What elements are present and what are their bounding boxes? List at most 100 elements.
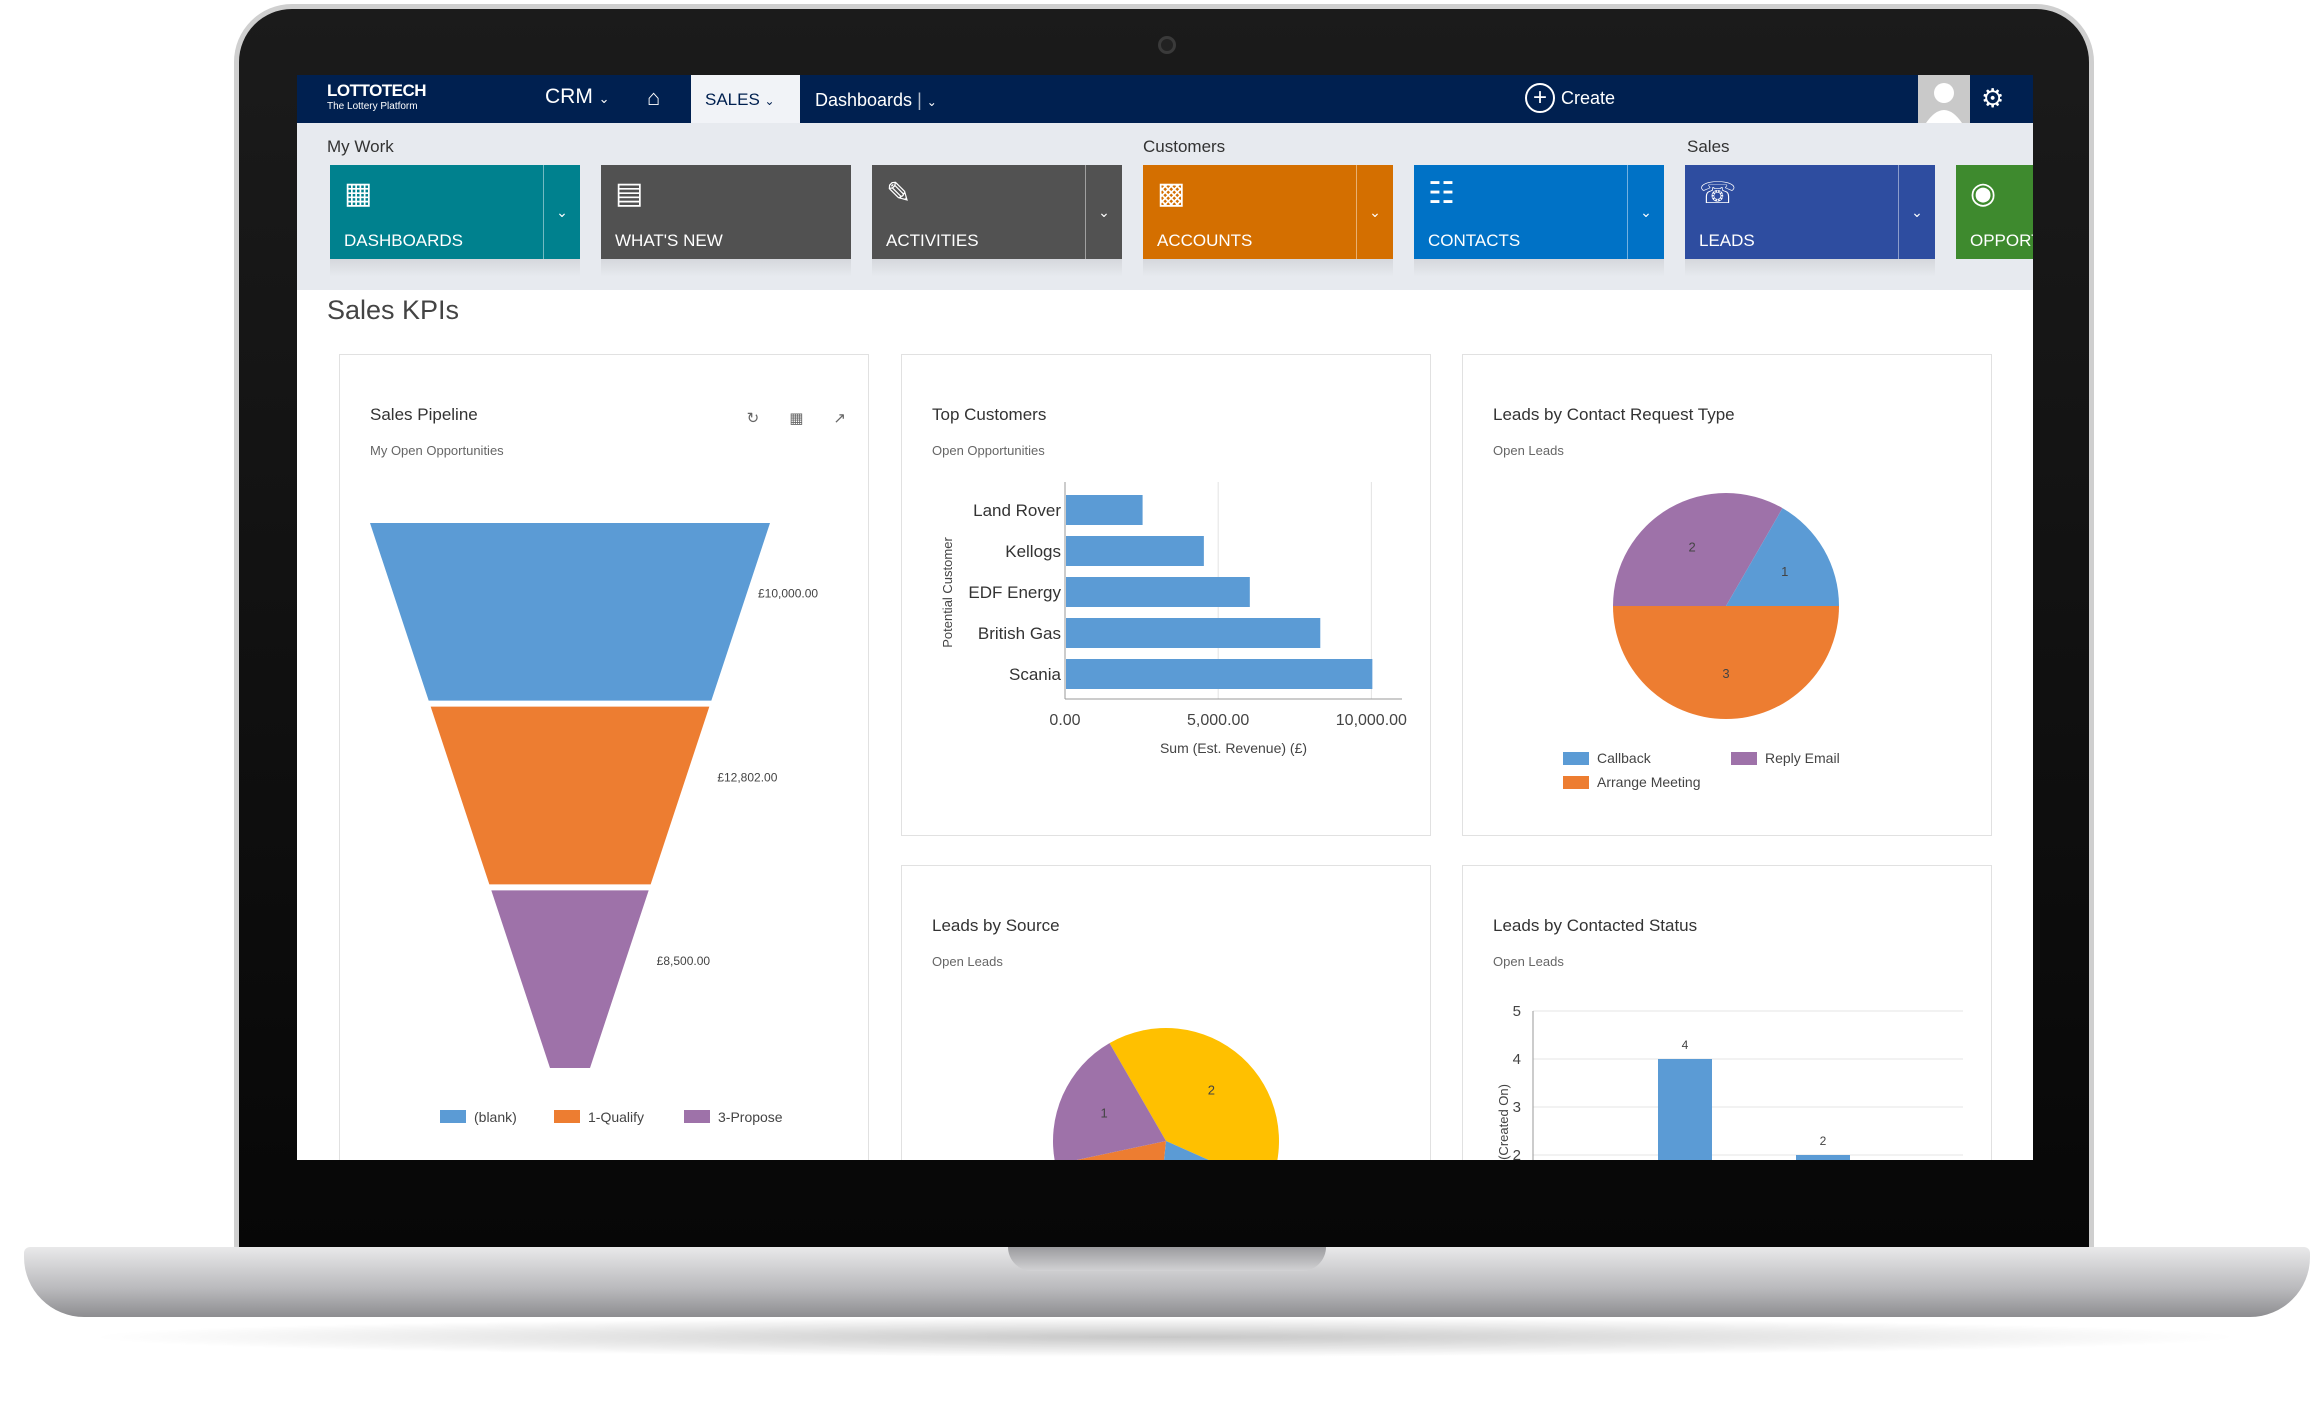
y-tick-label: Kellogs (1005, 542, 1061, 561)
gear-icon[interactable]: ⚙ (1981, 83, 2005, 113)
tile-label: ACTIVITIES (886, 231, 979, 250)
group-label-my-work: My Work (327, 137, 394, 156)
tile-label: DASHBOARDS (344, 231, 464, 250)
clipboard-icon: ✎ (886, 177, 912, 210)
home-icon[interactable]: ⌂ (647, 85, 661, 110)
legend-swatch (1563, 776, 1589, 789)
tile-shadow (1685, 259, 1935, 277)
y-tick-label: British Gas (978, 624, 1061, 643)
funnel-value-label: £10,000.00 (758, 587, 818, 601)
legend-swatch (1731, 752, 1757, 765)
tile-opportunities[interactable]: ◉ OPPORT (1956, 165, 2033, 259)
legend-swatch (554, 1110, 580, 1123)
bar (1658, 1059, 1712, 1160)
card-subtitle: Open Opportunities (932, 443, 1045, 458)
bar (1066, 577, 1250, 607)
chat-icon: ▤ (615, 177, 644, 210)
contact-card-icon: ☷ (1428, 177, 1455, 210)
y-tick-label: EDF Energy (968, 583, 1061, 602)
y-tick-label: Land Rover (973, 501, 1061, 520)
legend-label: 3-Propose (718, 1109, 783, 1125)
legend-label: 1-Qualify (588, 1109, 644, 1125)
folder-icon: ▩ (1157, 177, 1186, 210)
chevron-down-icon[interactable]: ⌄ (1898, 165, 1935, 259)
tile-label: WHAT'S NEW (615, 231, 723, 250)
legend-swatch (440, 1110, 466, 1123)
bar (1066, 618, 1321, 648)
tile-label: LEADS (1699, 231, 1755, 250)
logo-main: LOTTOTECH (327, 81, 427, 100)
laptop-shadow (80, 1317, 2250, 1357)
tile-shadow (1143, 259, 1393, 277)
card-leads-source: Leads by Source Open Leads 2111 (901, 865, 1431, 1160)
pie-slice (1613, 492, 1783, 606)
card-title: Leads by Source (932, 916, 1060, 935)
x-tick-label: 0.00 (1049, 712, 1080, 729)
y-tick-label: Scania (1009, 665, 1062, 684)
y-axis-title: Potential Customer (940, 537, 955, 648)
tile-dashboards[interactable]: ▦ DASHBOARDS ⌄ (330, 165, 580, 259)
pie-slice (1053, 1043, 1166, 1160)
crm-label: CRM (545, 85, 593, 108)
card-title: Leads by Contact Request Type (1493, 405, 1735, 424)
tile-accounts[interactable]: ▩ ACCOUNTS ⌄ (1143, 165, 1393, 259)
funnel-segment (370, 523, 770, 701)
group-label-customers: Customers (1143, 137, 1226, 156)
legend-label: Arrange Meeting (1597, 774, 1701, 790)
bar-data-label: 2 (1820, 1134, 1827, 1148)
tile-label: ACCOUNTS (1157, 231, 1253, 250)
pie-slice (1726, 508, 1839, 606)
dashboards-menu[interactable]: Dashboards | ⌄ (815, 90, 937, 111)
logo[interactable]: LOTTOTECH The Lottery Platform (327, 81, 447, 119)
laptop-notch (1008, 1247, 1326, 1271)
chevron-down-icon[interactable]: ⌄ (1085, 165, 1122, 259)
bar-data-label: 4 (1682, 1038, 1689, 1052)
tile-activities[interactable]: ✎ ACTIVITIES ⌄ (872, 165, 1122, 259)
expand-icon[interactable]: ↗ (833, 410, 846, 427)
funnel-value-label: £12,802.00 (717, 770, 777, 784)
create-label: Create (1561, 87, 1616, 108)
chevron-down-icon: ⌄ (598, 91, 610, 106)
contact-type-pie-chart: 2 1 3 Reply Email Callback Arrange Meeting (1563, 492, 1840, 790)
tile-shadow (872, 259, 1122, 277)
chevron-down-icon[interactable]: ⌄ (1356, 165, 1393, 259)
tile-label: OPPORT (1970, 231, 2033, 250)
pie-slice (1164, 1141, 1209, 1160)
card-subtitle: Open Leads (1493, 443, 1564, 458)
separator: | (917, 90, 922, 110)
tile-contacts[interactable]: ☷ CONTACTS ⌄ (1414, 165, 1664, 259)
chevron-down-icon[interactable]: ⌄ (543, 165, 580, 259)
crm-menu[interactable]: CRM ⌄ (545, 85, 610, 109)
pie-data-label: 2 (1208, 1083, 1215, 1098)
avatar[interactable] (1918, 75, 1970, 123)
legend-label: Callback (1597, 750, 1652, 766)
legend-label: Reply Email (1765, 750, 1840, 766)
bar (1066, 536, 1204, 566)
refresh-icon[interactable]: ↻ (746, 410, 760, 427)
x-axis-title: Sum (Est. Revenue) (£) (1160, 740, 1307, 756)
pie-data-label: 1 (1781, 564, 1788, 579)
tile-shadow (330, 259, 580, 277)
screen: LOTTOTECH The Lottery Platform CRM ⌄ ⌂ S… (297, 75, 2033, 1160)
top-customers-chart: Land Rover Kellogs EDF Energy British Gas Sc… (940, 482, 1407, 756)
card-title: Leads by Contacted Status (1493, 916, 1698, 935)
tile-leads[interactable]: ☏ LEADS ⌄ (1685, 165, 1935, 259)
pie-data-label: 2 (1688, 539, 1695, 554)
table-icon[interactable]: ▦ (789, 410, 804, 427)
sales-tab[interactable]: SALES ⌄ (691, 75, 800, 123)
funnel-chart: £10,000.00 £12,802.00 £8,500.00 (blank) 1-Qu… (370, 523, 818, 1125)
card-subtitle: Open Leads (932, 954, 1003, 969)
tile-whats-new[interactable]: ▤ WHAT'S NEW (601, 165, 851, 259)
funnel-segment (430, 706, 710, 885)
tile-label: CONTACTS (1428, 231, 1521, 250)
chevron-down-icon[interactable]: ⌄ (1627, 165, 1664, 259)
webcam (1158, 36, 1176, 54)
card-sales-pipeline: Sales Pipeline My Open Opportunities ↻ ▦… (339, 354, 869, 1160)
create-button[interactable]: + Create (1525, 83, 1615, 113)
chevron-down-icon: ⌄ (926, 95, 937, 109)
dashboard-icon: ▦ (344, 177, 373, 210)
phone-icon: ☏ (1699, 177, 1737, 210)
y-tick-label: 4 (1513, 1051, 1521, 1068)
y-tick-label: 3 (1513, 1099, 1521, 1116)
